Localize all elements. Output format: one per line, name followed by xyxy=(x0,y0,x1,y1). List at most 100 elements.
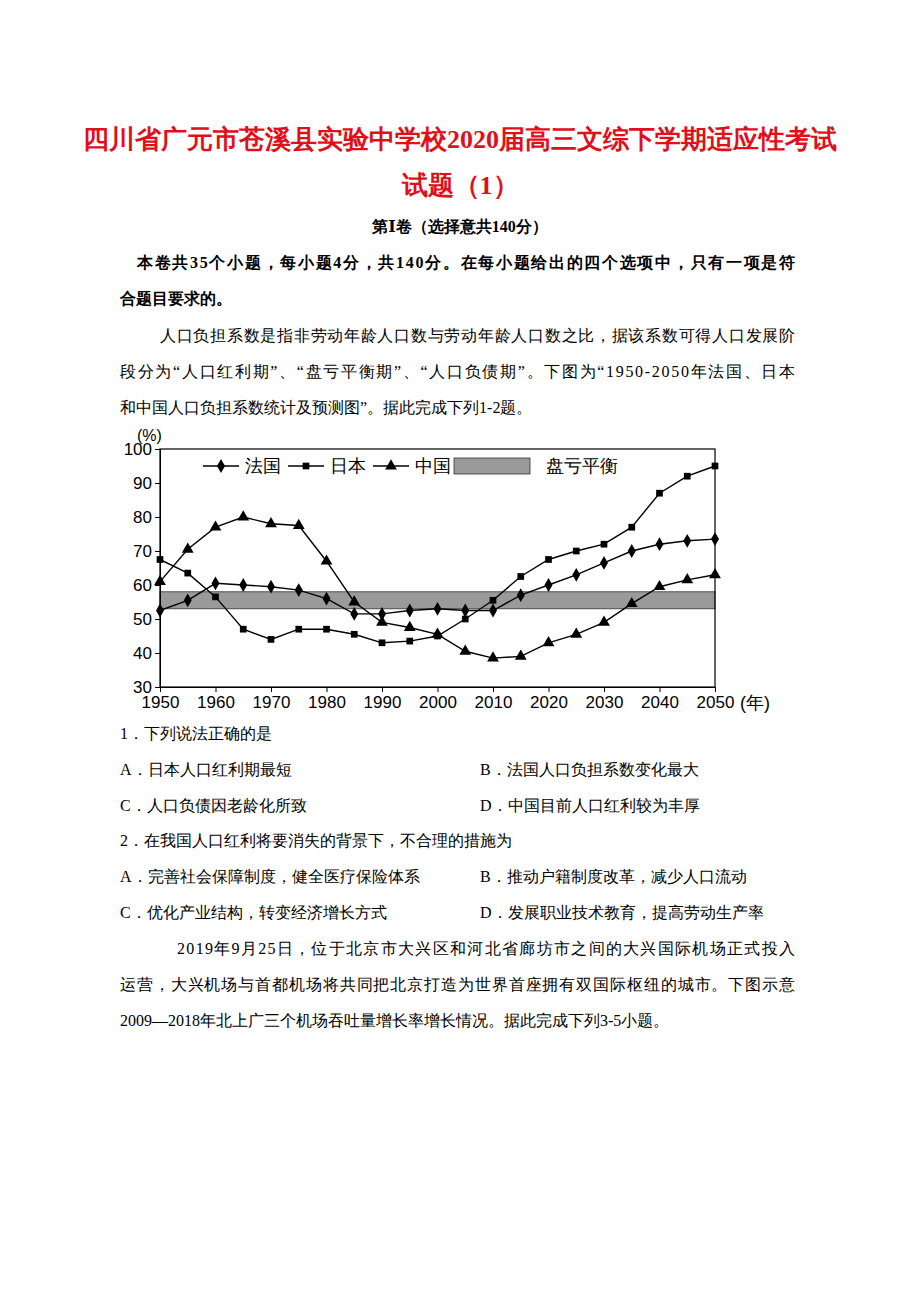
x-tick-mark xyxy=(549,687,550,692)
y-tick-mark xyxy=(155,653,160,654)
series-marker xyxy=(350,607,358,621)
legend: 法国 日本 中国 盘亏平衡 xyxy=(203,456,618,476)
series-marker xyxy=(709,568,721,578)
question-option: D．发展职业技术教育，提高劳动生产率 xyxy=(480,904,764,921)
y-tick-label: 80 xyxy=(133,508,152,527)
series-marker xyxy=(404,621,416,631)
series-marker xyxy=(376,616,388,626)
x-tick-label: 2020 xyxy=(530,693,568,712)
x-tick-mark xyxy=(660,687,661,692)
legend-label: 中国 xyxy=(415,456,451,476)
title: 试题（1） xyxy=(401,171,519,200)
x-tick-mark xyxy=(327,687,328,692)
plot-frame xyxy=(160,449,715,687)
series-marker xyxy=(184,570,191,577)
y-tick-mark xyxy=(155,551,160,552)
series-marker xyxy=(348,595,360,605)
series-marker xyxy=(517,588,525,602)
passage-line: 2009—2018年北上广三个机场吞吐量增长率增长情况。据此完成下列3-5小题。 xyxy=(120,1012,669,1029)
series-marker xyxy=(212,576,220,590)
x-tick-mark xyxy=(216,687,217,692)
series-marker xyxy=(240,626,247,633)
series-marker xyxy=(711,532,719,546)
series-marker xyxy=(656,537,664,551)
series-marker xyxy=(517,573,524,580)
legend-label: 盘亏平衡 xyxy=(546,456,618,476)
passage-line: 和中国人口负担系数统计及预测图”。据此完成下列1-2题。 xyxy=(120,399,532,416)
question-option: D．中国目前人口红利较为丰厚 xyxy=(480,797,700,814)
section-heading: 第Ⅰ卷（选择意共140分） xyxy=(371,218,547,236)
x-tick: 1970 xyxy=(253,687,291,712)
y-tick-label: 70 xyxy=(133,542,152,561)
chart: 3040506070809010019501960197019801990200… xyxy=(124,427,770,713)
question-stem: 1．下列说法正确的是 xyxy=(120,725,272,742)
series-marker xyxy=(462,616,469,623)
series-marker xyxy=(684,473,691,480)
series-marker xyxy=(210,520,222,530)
y-tick-mark xyxy=(155,449,160,450)
y-axis-title: (%) xyxy=(137,427,162,444)
series-marker xyxy=(626,597,638,607)
series-marker xyxy=(323,626,330,633)
passage-line: 运营，大兴机场与首都机场将共同把北京打造为世界首座拥有双国际枢纽的城市。下图示意 xyxy=(120,976,795,993)
instruction-line: 合题目要求的。 xyxy=(119,290,232,307)
series-marker xyxy=(268,636,275,643)
x-tick-mark xyxy=(271,687,272,692)
passage-line: 2019年9月25日，位于北京市大兴区和河北省廊坊市之间的大兴国际机场正式投入 xyxy=(177,940,795,957)
series-marker xyxy=(654,580,666,590)
x-tick: 1990 xyxy=(364,687,402,712)
y-tick-mark xyxy=(155,483,160,484)
question-option: B．法国人口负担系数变化最大 xyxy=(480,761,699,778)
legend-swatch xyxy=(454,458,530,474)
x-tick-mark xyxy=(382,687,383,692)
y-tick: 50 xyxy=(133,610,160,629)
y-axis: 30405060708090100 xyxy=(124,440,161,697)
legend-marker xyxy=(303,463,310,470)
legend-label: 日本 xyxy=(330,456,366,476)
x-tick: 2040 xyxy=(641,687,679,712)
series-marker xyxy=(628,544,636,558)
series-marker xyxy=(570,628,582,638)
x-tick-label: 1990 xyxy=(364,693,402,712)
legend-label: 法国 xyxy=(245,456,281,476)
y-tick-label: 50 xyxy=(133,610,152,629)
x-tick: 1960 xyxy=(197,687,235,712)
series-marker xyxy=(379,639,386,646)
question-option: A．完善社会保障制度，健全医疗保险体系 xyxy=(120,868,420,885)
question-option: B．推动户籍制度改革，减少人口流动 xyxy=(480,868,747,885)
legend-marker xyxy=(385,459,397,469)
y-axis-line xyxy=(160,450,161,688)
y-tick: 80 xyxy=(133,508,160,527)
x-tick-mark xyxy=(715,687,716,692)
series-marker xyxy=(572,568,580,582)
x-tick: 2050 xyxy=(697,687,735,712)
series-marker xyxy=(459,645,471,655)
x-tick: 1980 xyxy=(308,687,346,712)
series-marker xyxy=(156,604,164,618)
series-marker xyxy=(683,534,691,548)
y-tick-mark xyxy=(155,619,160,620)
series-marker xyxy=(432,628,444,638)
x-tick-label: 2040 xyxy=(641,693,679,712)
series-line xyxy=(160,466,715,643)
y-tick-label: 90 xyxy=(133,474,152,493)
y-tick-label: 60 xyxy=(133,576,152,595)
x-tick-mark xyxy=(438,687,439,692)
series-marker xyxy=(681,573,693,583)
y-tick-mark xyxy=(155,517,160,518)
series-marker xyxy=(321,554,333,564)
question-option: C．人口负债因老龄化所致 xyxy=(120,797,307,814)
series-marker xyxy=(295,583,303,597)
series-marker xyxy=(601,541,608,548)
series-marker xyxy=(184,593,192,607)
y-tick-mark xyxy=(155,687,160,688)
y-tick: 40 xyxy=(133,644,160,663)
series-marker xyxy=(543,636,555,646)
series-marker xyxy=(628,524,635,531)
x-tick: 2010 xyxy=(475,687,513,712)
x-tick-mark xyxy=(604,687,605,692)
x-tick-label: 2030 xyxy=(586,693,624,712)
y-tick: 70 xyxy=(133,542,160,561)
series-marker xyxy=(461,604,469,618)
x-tick: 1950 xyxy=(142,687,180,712)
